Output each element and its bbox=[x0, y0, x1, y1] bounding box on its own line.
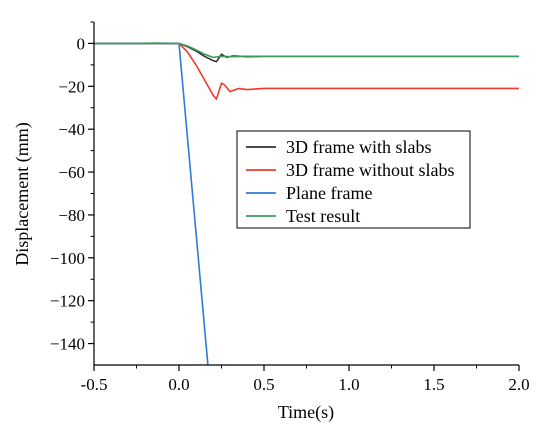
y-tick-label: −80 bbox=[58, 206, 85, 225]
legend-label: 3D frame without slabs bbox=[286, 160, 454, 180]
x-tick-label: 1.0 bbox=[338, 375, 359, 394]
x-tick-label: 0.0 bbox=[168, 375, 189, 394]
legend-label: Test result bbox=[286, 206, 360, 226]
legend-label: 3D frame with slabs bbox=[286, 137, 431, 157]
legend-label: Plane frame bbox=[286, 183, 372, 203]
x-axis-title: Time(s) bbox=[278, 402, 334, 423]
y-axis-title: Displacement (mm) bbox=[12, 122, 33, 265]
y-tick-label: −140 bbox=[50, 335, 85, 354]
series-layer bbox=[94, 42, 519, 365]
y-tick-label: −40 bbox=[58, 120, 85, 139]
x-tick-label: -0.5 bbox=[81, 375, 108, 394]
series-line-3d-frame-without-slabs bbox=[94, 42, 519, 100]
y-tick-label: −20 bbox=[58, 77, 85, 96]
series-line-test-result bbox=[94, 42, 519, 59]
legend: 3D frame with slabs 3D frame without slab… bbox=[236, 130, 471, 229]
y-tick-label: 0 bbox=[77, 34, 86, 53]
x-tick-label: 1.5 bbox=[423, 375, 444, 394]
x-tick-label: 2.0 bbox=[508, 375, 529, 394]
x-tick-label: 0.5 bbox=[253, 375, 274, 394]
y-tick-label: −120 bbox=[50, 292, 85, 311]
y-tick-label: −60 bbox=[58, 163, 85, 182]
y-tick-label: −100 bbox=[50, 249, 85, 268]
axes-layer: -0.5 0.0 0.5 1.0 1.5 2.0 0 −20 −40 −60 −80 −100 −120… bbox=[50, 21, 530, 394]
